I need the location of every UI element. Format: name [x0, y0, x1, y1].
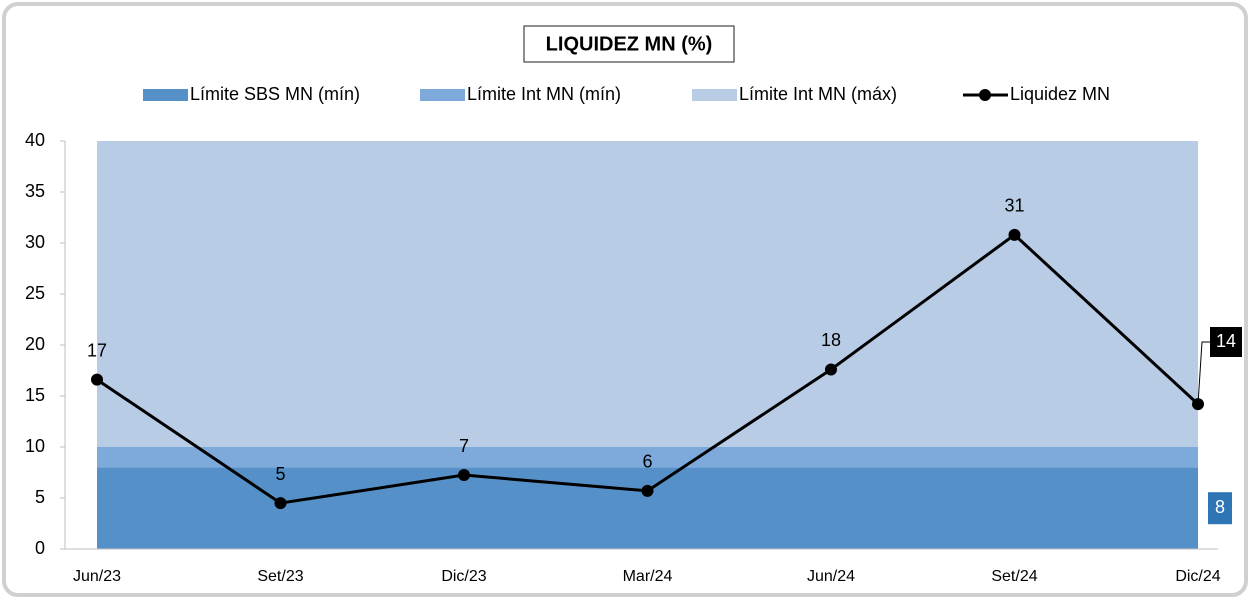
- y-tick-label: 40: [25, 130, 45, 150]
- area: [97, 467, 1198, 549]
- value-label: 5: [275, 464, 285, 484]
- legend-swatch: [143, 89, 188, 101]
- y-tick-label: 10: [25, 436, 45, 456]
- value-label: 6: [642, 452, 652, 472]
- legend-label: Límite Int MN (máx): [739, 84, 897, 104]
- value-label: 18: [821, 330, 841, 350]
- legend-label: Liquidez MN: [1010, 84, 1110, 104]
- point: [641, 484, 654, 497]
- area: [97, 447, 1198, 468]
- point: [1008, 228, 1021, 241]
- point: [274, 497, 287, 510]
- y-tick-label: 0: [35, 538, 45, 558]
- chart-title: LIQUIDEZ MN (%): [546, 33, 713, 55]
- callout-line: [1197, 341, 1210, 405]
- value-label: 8: [1215, 497, 1225, 517]
- y-tick-label: 25: [25, 283, 45, 303]
- legend-swatch: [420, 89, 465, 101]
- x-tick-label: Set/24: [991, 568, 1037, 585]
- y-tick-label: 15: [25, 385, 45, 405]
- legend-swatch: [979, 89, 991, 101]
- legend-label: Límite Int MN (mín): [467, 84, 621, 104]
- point: [825, 363, 837, 376]
- x-tick-label: Jun/24: [807, 568, 855, 585]
- value-label-box: [1208, 492, 1232, 525]
- legend-label: Límite SBS MN (mín): [190, 84, 360, 104]
- y-tick-label: 35: [25, 181, 45, 201]
- value-label: 31: [1004, 196, 1024, 216]
- value-label: 7: [459, 436, 469, 456]
- y-tick-label: 5: [35, 487, 45, 507]
- value-label: 14: [1216, 331, 1236, 351]
- x-tick-label: Mar/24: [623, 568, 673, 585]
- area: [97, 141, 1198, 447]
- x-tick-label: Set/23: [257, 568, 303, 585]
- value-label-box: [1210, 327, 1242, 357]
- x-tick-label: Dic/23: [441, 568, 486, 585]
- y-tick-label: 30: [25, 232, 45, 252]
- point: [458, 469, 470, 482]
- legend-swatch: [692, 89, 737, 101]
- x-tick-label: Jun/23: [73, 568, 121, 585]
- value-label: 17: [87, 340, 107, 360]
- point: [91, 373, 103, 386]
- title-box: [523, 25, 735, 63]
- x-tick-label: Dic/24: [1175, 568, 1220, 585]
- y-tick-label: 20: [25, 334, 45, 354]
